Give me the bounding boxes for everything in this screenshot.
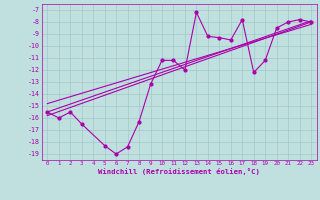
X-axis label: Windchill (Refroidissement éolien,°C): Windchill (Refroidissement éolien,°C) [98, 168, 260, 175]
